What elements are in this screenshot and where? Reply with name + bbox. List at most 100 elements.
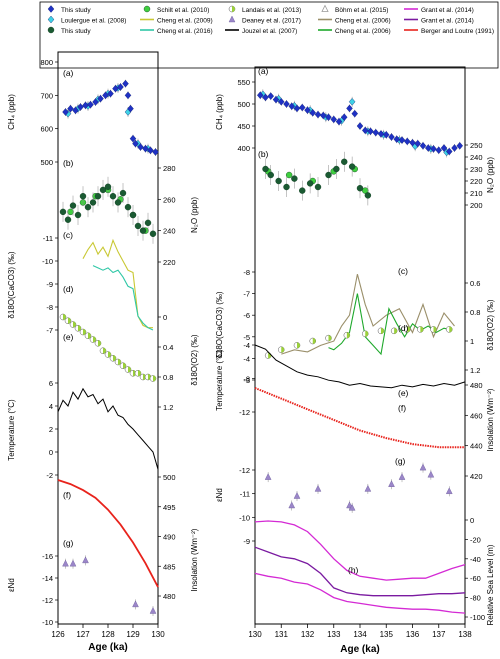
ch4-this-point xyxy=(147,146,154,155)
grant-c-line xyxy=(254,572,466,614)
ch4-this-point xyxy=(102,91,109,100)
ch4-this-point xyxy=(414,139,422,148)
deaney-point xyxy=(364,484,372,492)
y-tick-label: 1.2 xyxy=(470,366,480,375)
y-tick-label: -8 xyxy=(243,375,250,384)
legend-label: Cheng et al. (2006) xyxy=(335,28,391,35)
x-tick-label: 137 xyxy=(432,630,446,639)
y-tick-label: 0.8 xyxy=(470,308,480,317)
legend: This study Loulergue et al. (2008) This st… xyxy=(39,1,499,69)
ch4-this-point xyxy=(419,141,427,150)
grant-a-line xyxy=(254,520,466,581)
n2o-this-point xyxy=(74,211,82,219)
landais-point-fill xyxy=(328,335,332,342)
y-tick-label: 485 xyxy=(163,562,176,571)
landais-point-fill xyxy=(78,325,81,332)
deaney-point xyxy=(132,600,139,608)
panel-tag: (a) xyxy=(258,66,269,76)
y-tick-label: -14 xyxy=(42,574,53,583)
y-tick-label: 200 xyxy=(470,201,483,210)
ch4-loulergue-point xyxy=(348,97,356,106)
n2o-schilt-point xyxy=(67,208,74,216)
n2o-this-point xyxy=(348,163,356,170)
jouzel-line xyxy=(254,344,466,389)
n2o-this-point xyxy=(129,211,137,219)
y-axis-label: εNd xyxy=(215,488,224,502)
n2o-this-point xyxy=(64,216,72,223)
n2o-this-point xyxy=(119,189,127,197)
y-tick-label: 490 xyxy=(163,533,176,542)
y-tick-label: 440 xyxy=(470,442,483,451)
y-tick-label: 420 xyxy=(470,472,483,481)
landais-point-fill xyxy=(312,338,316,344)
y-tick-label: 495 xyxy=(163,503,176,512)
y-tick-label: -3 xyxy=(243,376,250,385)
ch4-this-point xyxy=(330,115,338,124)
legend-label: This study xyxy=(61,7,91,14)
left-xlabel: Age (ka) xyxy=(88,642,127,653)
deaney-point xyxy=(398,473,406,480)
n2o-this-point xyxy=(109,192,117,200)
ch4-this-point xyxy=(319,111,327,120)
y-tick-label: -12 xyxy=(239,408,250,417)
landais-point-fill xyxy=(93,336,96,343)
ch4-this-point xyxy=(122,79,129,88)
ch4-this-point xyxy=(356,122,364,130)
legend-marker xyxy=(47,26,55,34)
landais-point-fill xyxy=(297,342,300,349)
ch4-this-point xyxy=(351,109,359,118)
legend-label: Cheng et al. (2006) xyxy=(335,18,391,25)
y-tick-label: -9 xyxy=(243,537,250,546)
x-tick-label: 134 xyxy=(353,630,367,639)
y-tick-label: -16 xyxy=(42,552,53,561)
deaney-point xyxy=(388,480,395,487)
y-tick-label: 0 xyxy=(163,313,167,322)
y-tick-label: -9 xyxy=(46,280,53,289)
ch4-this-point xyxy=(293,104,301,113)
ch4-this-point xyxy=(272,95,280,104)
ch4-this-point xyxy=(267,92,275,100)
ch4-this-point xyxy=(97,94,104,103)
y-tick-label: 1 xyxy=(470,337,474,346)
y-tick-label: -10 xyxy=(239,513,250,522)
n2o-this-point xyxy=(333,165,340,173)
y-axis-label: δ18O(O2) (‰) xyxy=(190,334,199,385)
y-axis-label: CH₄ (ppb) xyxy=(215,94,224,130)
n2o-this-point xyxy=(124,203,132,211)
legend-label: Grant et al. (2014) xyxy=(421,7,474,14)
legend-frame xyxy=(39,1,499,69)
landais-point-fill xyxy=(394,327,398,334)
legend-marker xyxy=(228,15,236,23)
legend-label: Cheng et al. (2009) xyxy=(157,18,213,25)
berger-line xyxy=(254,387,465,449)
y-axis-label: δ18O(CaCO3) (‰) xyxy=(7,251,16,318)
n2o-this-point xyxy=(291,175,298,182)
panel-tag: (d) xyxy=(63,284,74,294)
ch4-this-point xyxy=(340,113,348,122)
y-tick-label: 600 xyxy=(40,125,53,134)
y-tick-label: 1.2 xyxy=(163,403,173,412)
berger-line xyxy=(57,479,159,588)
panel-tag: (a) xyxy=(63,68,74,78)
deaney-point xyxy=(264,473,272,480)
legend-label: Grant et al. (2014) xyxy=(421,18,474,25)
legend-label: Cheng et al. (2016) xyxy=(157,28,213,35)
n2o-this-point xyxy=(59,208,67,216)
y-tick-label: 6 xyxy=(49,379,53,388)
ch4-this-point xyxy=(132,139,139,148)
x-tick-label: 126 xyxy=(51,630,65,639)
n2o-this-point xyxy=(104,183,112,191)
n2o-this-point xyxy=(325,171,332,179)
y-tick-label: -10 xyxy=(42,257,53,266)
landais-point-fill xyxy=(449,326,453,333)
legend-label: Schilt et al. (2010) xyxy=(157,7,209,14)
y-tick-label: 0.6 xyxy=(470,279,480,288)
x-tick-label: 128 xyxy=(101,630,115,639)
grant-b-line xyxy=(254,546,466,597)
ch4-this-point xyxy=(377,130,385,138)
y-tick-label: 480 xyxy=(163,592,176,601)
y-tick-label: -6 xyxy=(243,311,250,320)
legend-marker xyxy=(143,5,151,13)
n2o-this-point xyxy=(89,199,97,206)
ch4-this-point xyxy=(67,104,74,113)
